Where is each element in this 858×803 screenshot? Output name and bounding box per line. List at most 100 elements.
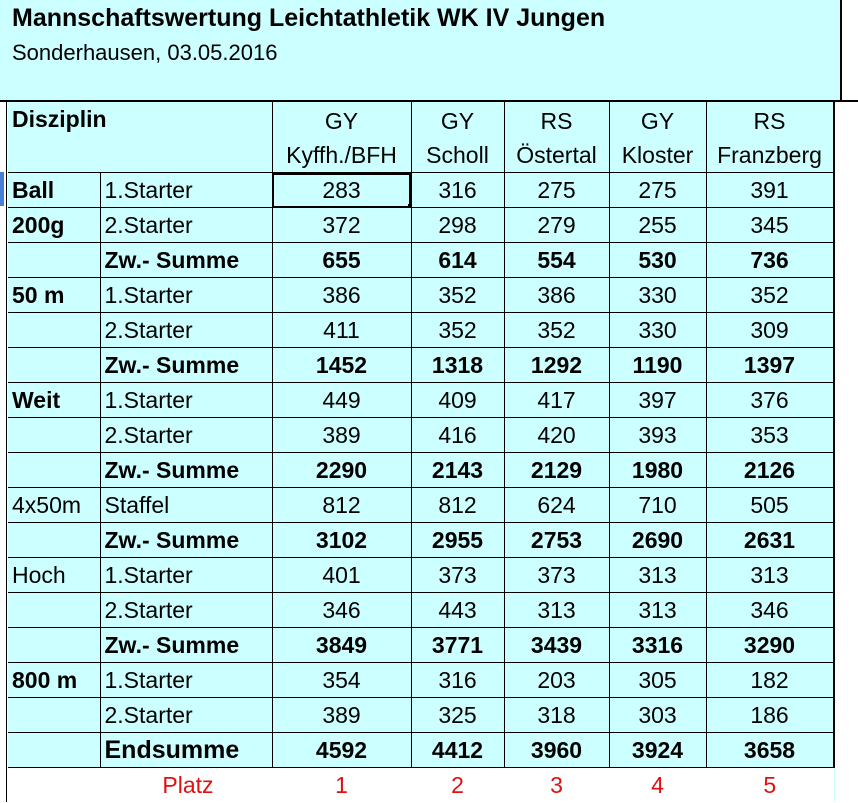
cell-value[interactable]: 303 xyxy=(608,697,706,733)
cell-value[interactable]: 443 xyxy=(410,592,504,628)
cell-value[interactable]: 2631 xyxy=(705,522,835,558)
header-team-4[interactable]: GY Kloster xyxy=(608,102,706,173)
cell-value[interactable]: 203 xyxy=(503,662,609,698)
cell-value[interactable]: 275 xyxy=(608,172,706,208)
cell-value[interactable]: 279 xyxy=(503,207,609,243)
cell-value[interactable]: 3658 xyxy=(705,732,835,768)
cell-disziplin[interactable]: 4x50m xyxy=(8,487,100,523)
cell-value[interactable]: 397 xyxy=(608,382,706,418)
cell-value[interactable]: 710 xyxy=(608,487,706,523)
cell-label[interactable]: Zw.- Summe xyxy=(99,452,272,488)
cell-value[interactable]: 812 xyxy=(271,487,411,523)
cell-value[interactable]: 2126 xyxy=(705,452,835,488)
cell-value[interactable]: 325 xyxy=(410,697,504,733)
cell-disziplin[interactable]: 50 m xyxy=(8,277,100,313)
cell-value[interactable]: 255 xyxy=(608,207,706,243)
cell-value[interactable]: 2753 xyxy=(503,522,609,558)
cell-value[interactable]: 3771 xyxy=(410,627,504,663)
cell-label[interactable]: Staffel xyxy=(99,487,272,523)
cell-value[interactable]: 346 xyxy=(705,592,835,628)
cell-label[interactable]: 1.Starter xyxy=(99,277,272,313)
header-team-2[interactable]: GY Scholl xyxy=(410,102,504,173)
platz-value[interactable]: 2 xyxy=(411,767,504,802)
cell-value[interactable]: 373 xyxy=(410,557,504,593)
cell-value[interactable]: 352 xyxy=(503,312,609,348)
cell-value[interactable]: 3102 xyxy=(271,522,411,558)
cell-value[interactable]: 449 xyxy=(271,382,411,418)
cell-value[interactable]: 352 xyxy=(410,312,504,348)
cell-value[interactable]: 4592 xyxy=(271,732,411,768)
cell-disziplin[interactable] xyxy=(8,732,100,768)
cell-value[interactable]: 1452 xyxy=(271,347,411,383)
cell-value[interactable]: 812 xyxy=(410,487,504,523)
cell-disziplin[interactable]: Hoch xyxy=(8,557,100,593)
cell-value[interactable]: 345 xyxy=(705,207,835,243)
cell-disziplin[interactable] xyxy=(8,417,100,453)
cell-value[interactable]: 330 xyxy=(608,277,706,313)
platz-value[interactable]: 5 xyxy=(706,767,834,802)
cell-value[interactable]: 352 xyxy=(410,277,504,313)
cell-value[interactable]: 1190 xyxy=(608,347,706,383)
cell-value[interactable]: 393 xyxy=(608,417,706,453)
cell-value[interactable]: 530 xyxy=(608,242,706,278)
cell-value[interactable]: 1292 xyxy=(503,347,609,383)
cell-value[interactable]: 313 xyxy=(503,592,609,628)
cell-value[interactable]: 1397 xyxy=(705,347,835,383)
cell-value[interactable]: 354 xyxy=(271,662,411,698)
cell-disziplin[interactable]: 800 m xyxy=(8,662,100,698)
platz-value[interactable]: 3 xyxy=(504,767,609,802)
fill-handle[interactable] xyxy=(407,204,411,207)
cell-value[interactable]: 3924 xyxy=(608,732,706,768)
cell-label[interactable]: 2.Starter xyxy=(99,312,272,348)
cell-disziplin[interactable]: Ball xyxy=(8,172,100,208)
cell-label[interactable]: Zw.- Summe xyxy=(99,347,272,383)
cell-label[interactable]: Endsumme xyxy=(99,732,272,768)
cell-value[interactable]: 3960 xyxy=(503,732,609,768)
cell-value[interactable]: 2129 xyxy=(503,452,609,488)
cell-disziplin[interactable] xyxy=(8,347,100,383)
cell-value[interactable]: 316 xyxy=(410,662,504,698)
cell-value[interactable]: 318 xyxy=(503,697,609,733)
platz-label[interactable]: Platz xyxy=(100,767,272,802)
cell-value[interactable]: 3849 xyxy=(271,627,411,663)
cell-label[interactable]: Zw.- Summe xyxy=(99,522,272,558)
cell-value[interactable]: 389 xyxy=(271,417,411,453)
cell-value[interactable]: 624 xyxy=(503,487,609,523)
header-team-3[interactable]: RS Östertal xyxy=(503,102,609,173)
cell-value[interactable]: 3290 xyxy=(705,627,835,663)
cell-label[interactable]: 2.Starter xyxy=(99,207,272,243)
cell-value[interactable]: 2690 xyxy=(608,522,706,558)
cell-disziplin[interactable]: 200g xyxy=(8,207,100,243)
cell-value[interactable]: 655 xyxy=(271,242,411,278)
platz-value[interactable]: 4 xyxy=(609,767,706,802)
cell-value[interactable]: 401 xyxy=(271,557,411,593)
cell-value[interactable]: 309 xyxy=(705,312,835,348)
cell-value[interactable]: 1980 xyxy=(608,452,706,488)
cell-value[interactable]: 346 xyxy=(271,592,411,628)
cell-value[interactable]: 298 xyxy=(410,207,504,243)
cell-value[interactable]: 2955 xyxy=(410,522,504,558)
cell-label[interactable]: 1.Starter xyxy=(99,557,272,593)
cell-value[interactable]: 182 xyxy=(705,662,835,698)
cell-value[interactable]: 386 xyxy=(503,277,609,313)
cell-value[interactable]: 411 xyxy=(271,312,411,348)
header-team-5[interactable]: RS Franzberg xyxy=(705,102,835,173)
cell-value[interactable]: 313 xyxy=(705,557,835,593)
cell-value[interactable]: 614 xyxy=(410,242,504,278)
platz-empty-cell[interactable] xyxy=(8,767,100,802)
cell-value[interactable]: 409 xyxy=(410,382,504,418)
platz-value[interactable]: 1 xyxy=(272,767,411,802)
cell-label[interactable]: 2.Starter xyxy=(99,697,272,733)
cell-disziplin[interactable] xyxy=(8,312,100,348)
cell-label[interactable]: 1.Starter xyxy=(99,172,272,208)
cell-value[interactable]: 420 xyxy=(503,417,609,453)
cell-label[interactable]: 1.Starter xyxy=(99,662,272,698)
cell-disziplin[interactable]: Weit xyxy=(8,382,100,418)
cell-value[interactable]: 1318 xyxy=(410,347,504,383)
cell-value[interactable]: 376 xyxy=(705,382,835,418)
cell-value[interactable]: 417 xyxy=(503,382,609,418)
selected-cell[interactable]: 283 xyxy=(271,172,411,208)
cell-label[interactable]: 2.Starter xyxy=(99,417,272,453)
cell-value[interactable]: 3316 xyxy=(608,627,706,663)
cell-value[interactable]: 505 xyxy=(705,487,835,523)
